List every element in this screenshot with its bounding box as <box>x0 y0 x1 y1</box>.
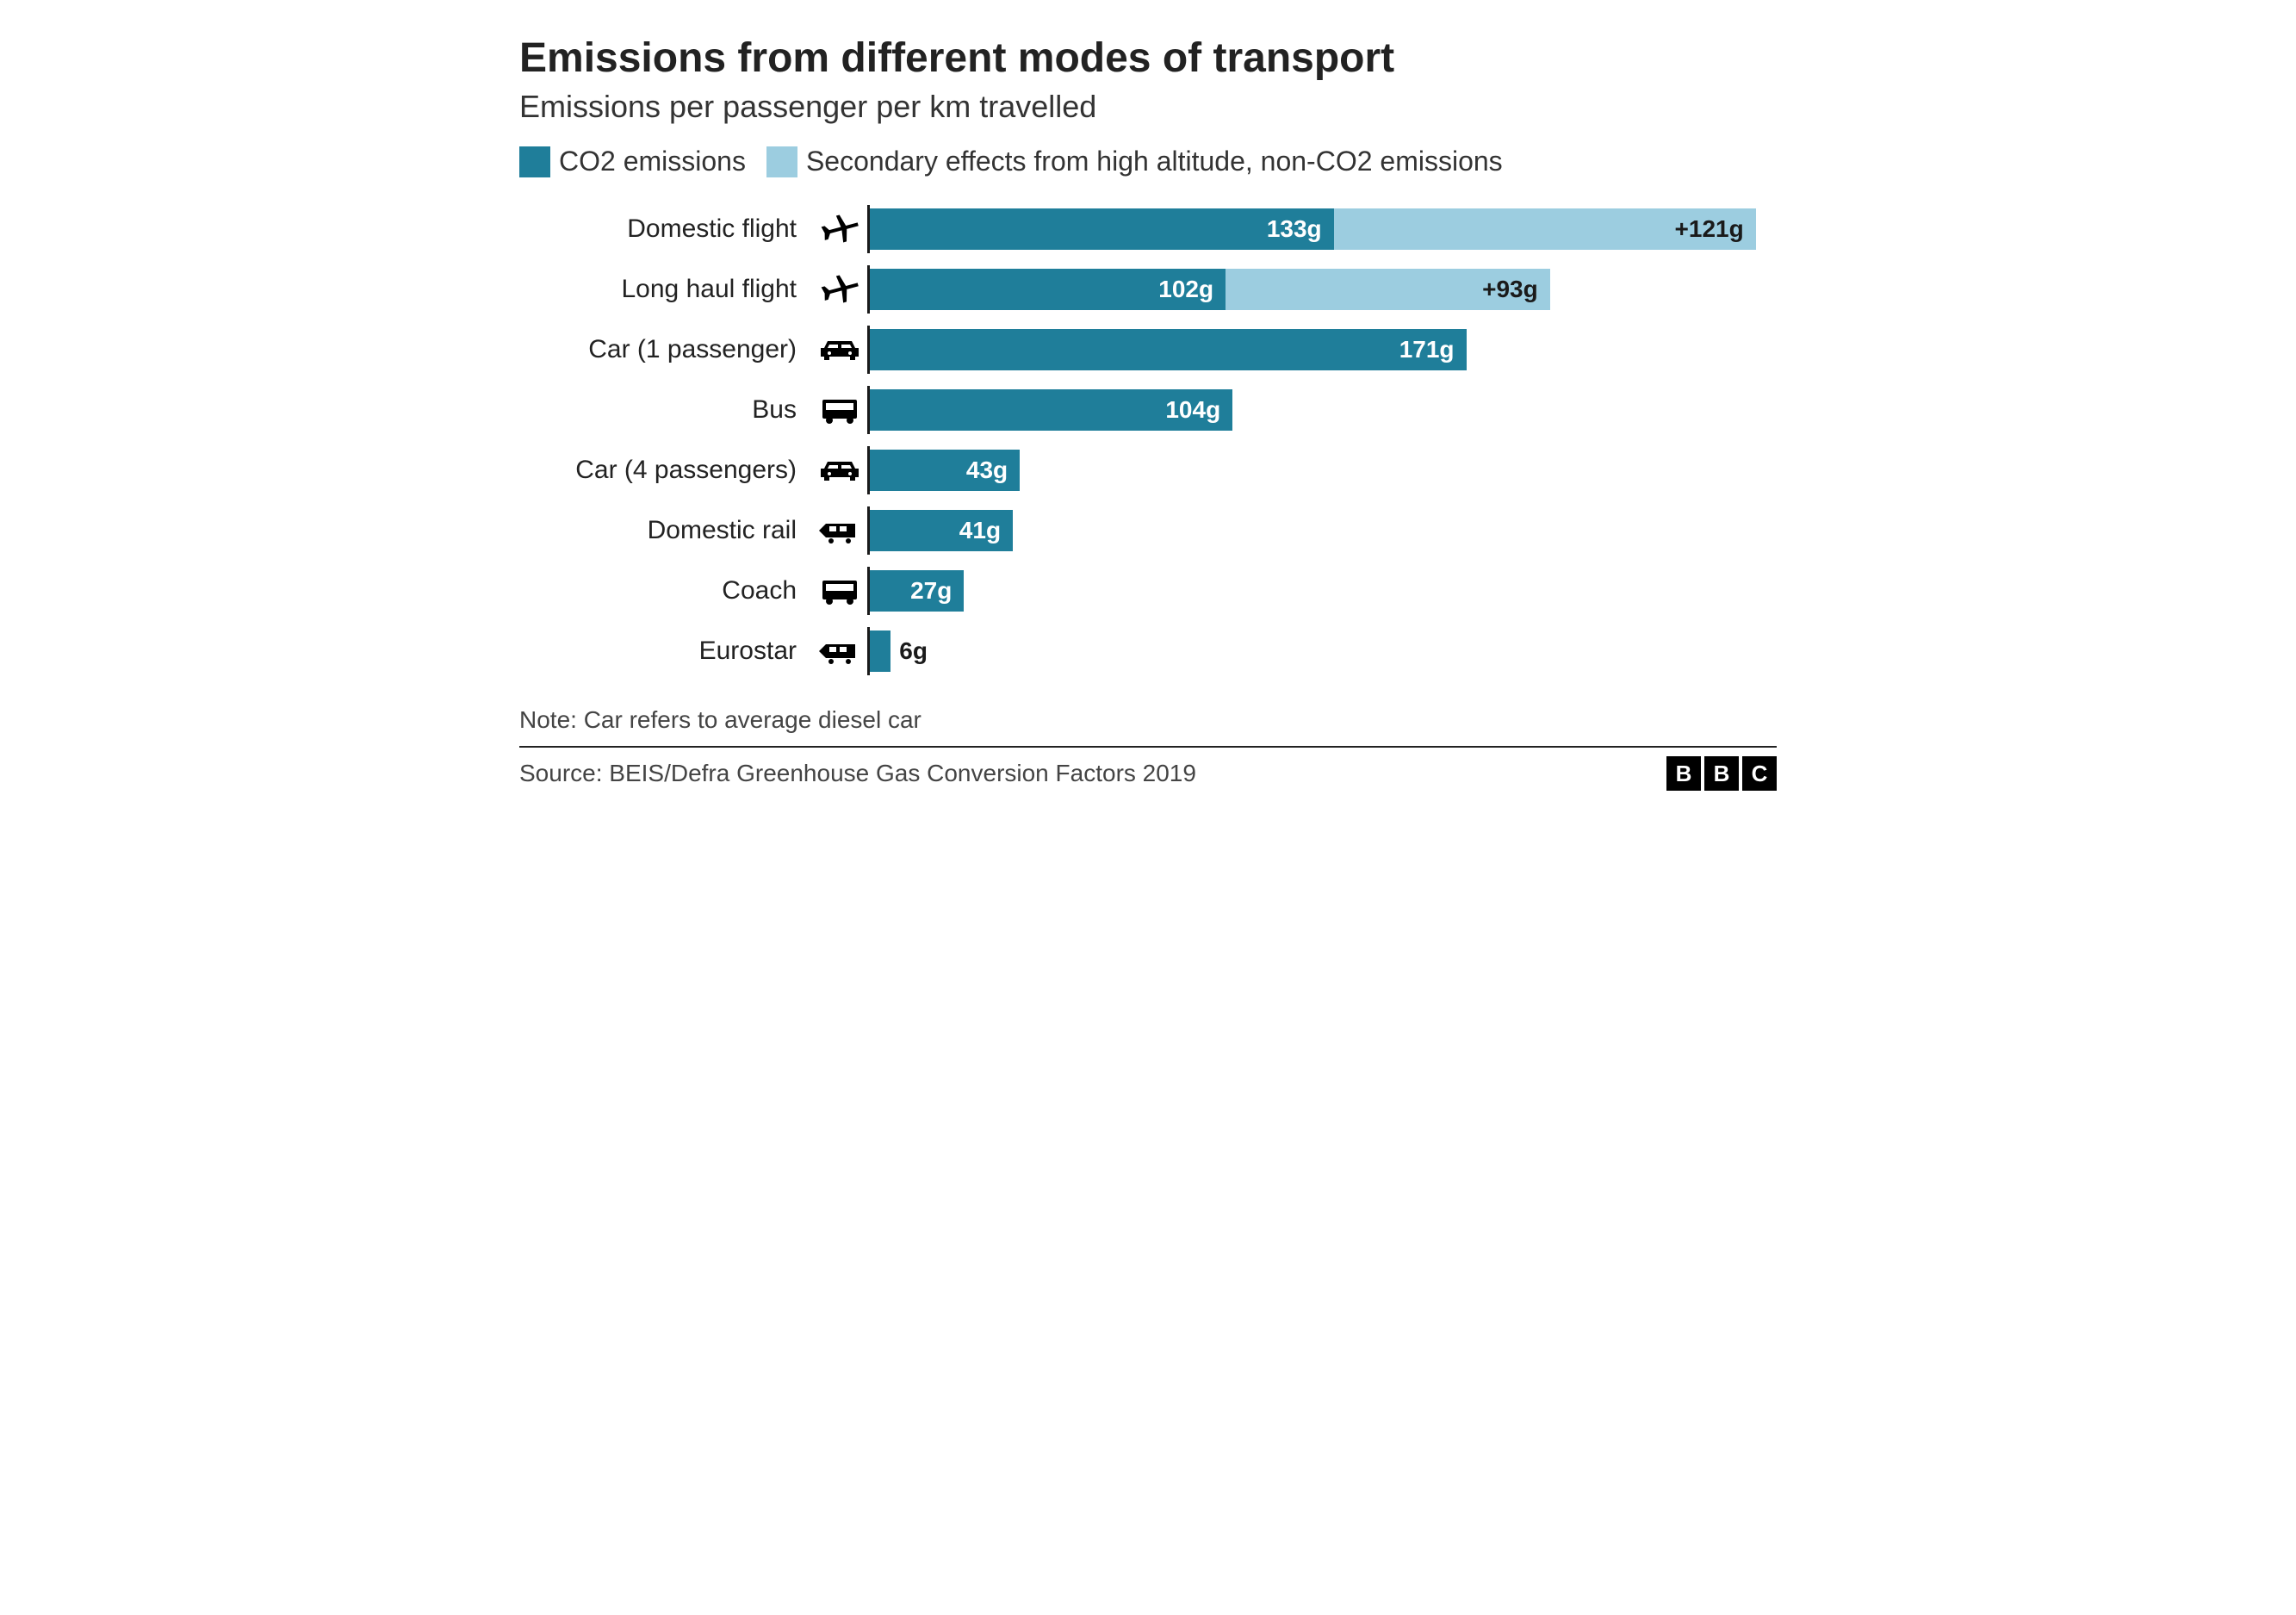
bus-icon <box>812 393 867 427</box>
bar-primary: 102g <box>870 269 1226 310</box>
bar-area: 6g <box>867 627 1777 675</box>
row-label: Bus <box>519 395 812 425</box>
bar-primary: 171g <box>870 329 1467 370</box>
legend-label-secondary: Secondary effects from high altitude, no… <box>806 146 1503 177</box>
chart-container: Emissions from different modes of transp… <box>519 34 1777 791</box>
chart-row: Bus 104g <box>519 386 1777 434</box>
train-icon <box>812 513 867 548</box>
row-label: Coach <box>519 576 812 606</box>
bar-area: 43g <box>867 446 1777 494</box>
bar-primary: 133g <box>870 208 1334 250</box>
legend: CO2 emissions Secondary effects from hig… <box>519 146 1777 177</box>
bar-area: 104g <box>867 386 1777 434</box>
bar-area: 41g <box>867 506 1777 555</box>
train-icon <box>812 634 867 668</box>
row-label: Long haul flight <box>519 275 812 304</box>
chart-row: Coach 27g <box>519 567 1777 615</box>
row-label: Car (1 passenger) <box>519 335 812 364</box>
bar-area: 133g+121g <box>867 205 1777 253</box>
legend-swatch-secondary <box>766 146 797 177</box>
bar-secondary: +121g <box>1334 208 1756 250</box>
bar-primary: 43g <box>870 450 1020 491</box>
bbc-logo-box: B <box>1704 756 1739 791</box>
bar-area: 171g <box>867 326 1777 374</box>
legend-item-primary: CO2 emissions <box>519 146 746 177</box>
bar-area: 102g+93g <box>867 265 1777 314</box>
plane-icon <box>812 212 867 246</box>
bar-chart: Domestic flight 133g+121g Long haul flight… <box>519 205 1777 675</box>
bar-primary: 27g <box>870 570 964 612</box>
plane-icon <box>812 272 867 307</box>
chart-row: Eurostar 6g <box>519 627 1777 675</box>
bus-icon <box>812 574 867 608</box>
bar-secondary: +93g <box>1226 269 1550 310</box>
chart-row: Car (1 passenger) 171g <box>519 326 1777 374</box>
chart-row: Car (4 passengers) 43g <box>519 446 1777 494</box>
row-label: Domestic flight <box>519 214 812 244</box>
bbc-logo: BBC <box>1666 756 1777 791</box>
row-label: Domestic rail <box>519 516 812 545</box>
bar-value-outside: 6g <box>899 637 928 665</box>
bar-primary <box>870 630 890 672</box>
bar-primary: 41g <box>870 510 1013 551</box>
chart-row: Domestic flight 133g+121g <box>519 205 1777 253</box>
bbc-logo-box: B <box>1666 756 1701 791</box>
chart-row: Long haul flight 102g+93g <box>519 265 1777 314</box>
row-label: Eurostar <box>519 637 812 666</box>
chart-subtitle: Emissions per passenger per km travelled <box>519 89 1777 125</box>
car-icon <box>812 332 867 367</box>
footer: Source: BEIS/Defra Greenhouse Gas Conver… <box>519 756 1777 791</box>
legend-label-primary: CO2 emissions <box>559 146 746 177</box>
bar-area: 27g <box>867 567 1777 615</box>
car-icon <box>812 453 867 488</box>
chart-note: Note: Car refers to average diesel car <box>519 706 1777 748</box>
legend-swatch-primary <box>519 146 550 177</box>
bbc-logo-box: C <box>1742 756 1777 791</box>
row-label: Car (4 passengers) <box>519 456 812 485</box>
chart-source: Source: BEIS/Defra Greenhouse Gas Conver… <box>519 760 1196 787</box>
chart-title: Emissions from different modes of transp… <box>519 34 1777 82</box>
chart-row: Domestic rail 41g <box>519 506 1777 555</box>
legend-item-secondary: Secondary effects from high altitude, no… <box>766 146 1503 177</box>
bar-primary: 104g <box>870 389 1232 431</box>
